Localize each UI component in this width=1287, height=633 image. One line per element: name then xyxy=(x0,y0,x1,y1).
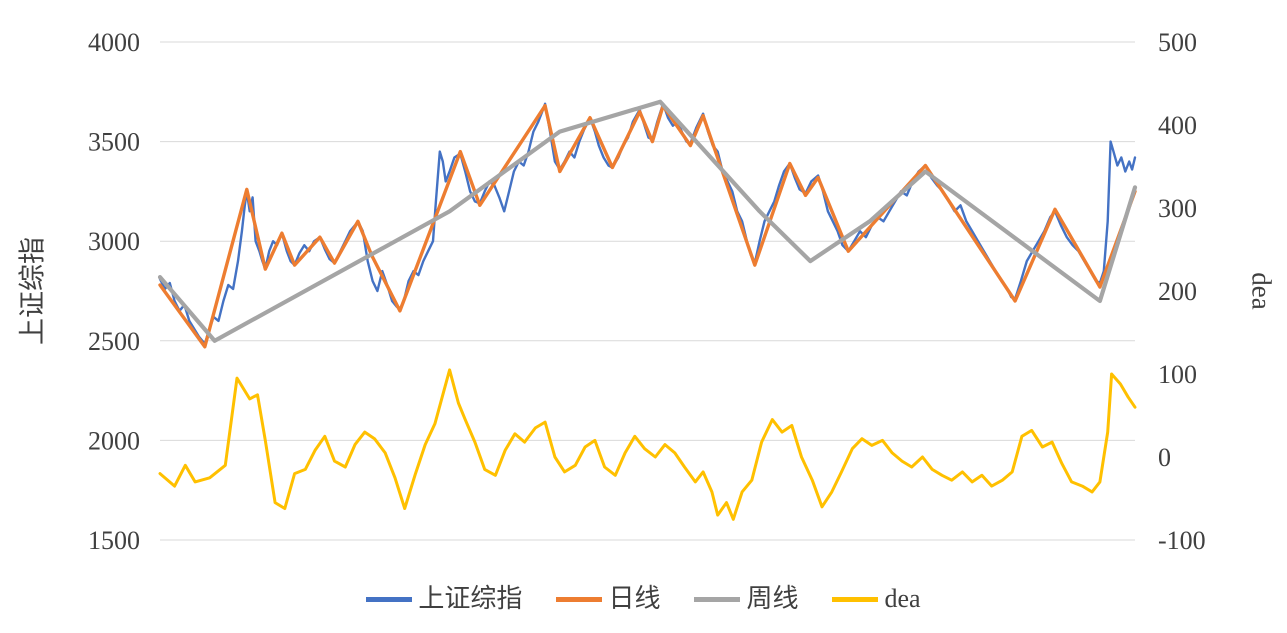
left-axis-tick-label: 3500 xyxy=(88,128,140,157)
series-line-dea xyxy=(158,368,1137,521)
left-axis-title: 上证综指 xyxy=(17,237,48,345)
legend-label: 周线 xyxy=(746,584,799,613)
chart-legend: 上证综指 日线 周线 dea xyxy=(0,586,1287,612)
legend-item-4: dea xyxy=(832,584,921,613)
legend-swatch xyxy=(832,596,879,602)
right-axis-tick-label: 100 xyxy=(1158,360,1197,389)
right-axis-tick-label: -100 xyxy=(1158,526,1206,555)
right-axis-tick-label: 400 xyxy=(1158,111,1197,140)
right-axis-tick-label: 500 xyxy=(1158,28,1197,57)
legend-swatch xyxy=(694,596,741,602)
series-line-上证综指 xyxy=(158,102,1137,345)
series-line-周线 xyxy=(157,99,1138,343)
left-axis-tick-label: 2000 xyxy=(88,426,140,455)
right-axis-title: dea xyxy=(1246,272,1277,310)
legend-item-1: 上证综指 xyxy=(366,586,522,612)
legend-swatch xyxy=(366,596,413,602)
legend-label: dea xyxy=(884,584,921,613)
legend-label: 日线 xyxy=(608,584,661,613)
legend-item-3: 周线 xyxy=(694,586,798,612)
legend-swatch xyxy=(556,596,603,602)
left-axis-tick-label: 1500 xyxy=(88,526,140,555)
left-axis-tick-label: 2500 xyxy=(88,327,140,356)
legend-label: 上证综指 xyxy=(418,584,523,613)
right-axis-tick-label: 0 xyxy=(1158,443,1171,472)
left-axis-tick-label: 4000 xyxy=(88,28,140,57)
legend-item-2: 日线 xyxy=(556,586,660,612)
left-axis-tick-label: 3000 xyxy=(88,227,140,256)
right-axis-tick-label: 300 xyxy=(1158,194,1197,223)
right-axis-tick-label: 200 xyxy=(1158,277,1197,306)
